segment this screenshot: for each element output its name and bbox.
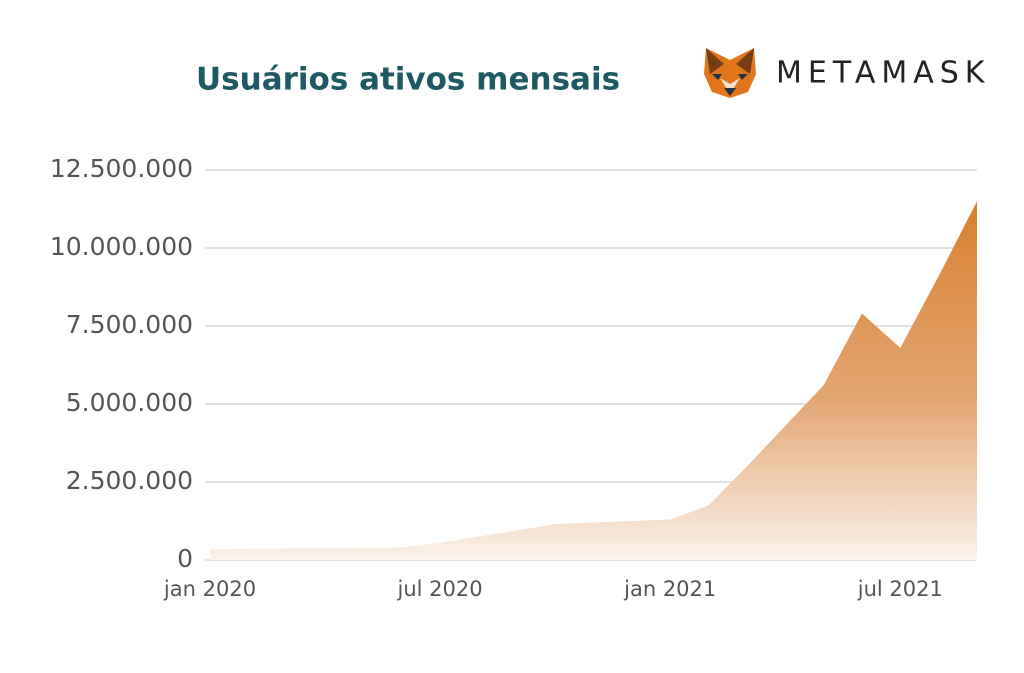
brand-name: METAMASK <box>776 56 990 91</box>
y-tick-label: 0 <box>177 544 193 573</box>
x-tick-label: jul 2020 <box>397 577 483 601</box>
fox-logo <box>704 48 756 98</box>
x-tick-label: jan 2021 <box>623 577 716 601</box>
x-tick-label: jan 2020 <box>163 577 256 601</box>
y-tick-label: 2.500.000 <box>66 466 193 495</box>
y-tick-label: 12.500.000 <box>50 154 193 183</box>
y-tick-label: 5.000.000 <box>66 388 193 417</box>
y-tick-label: 10.000.000 <box>50 232 193 261</box>
x-tick-label: jul 2021 <box>857 577 943 601</box>
chart-title: Usuários ativos mensais <box>196 62 620 98</box>
y-tick-label: 7.500.000 <box>66 310 193 339</box>
area <box>210 201 977 560</box>
